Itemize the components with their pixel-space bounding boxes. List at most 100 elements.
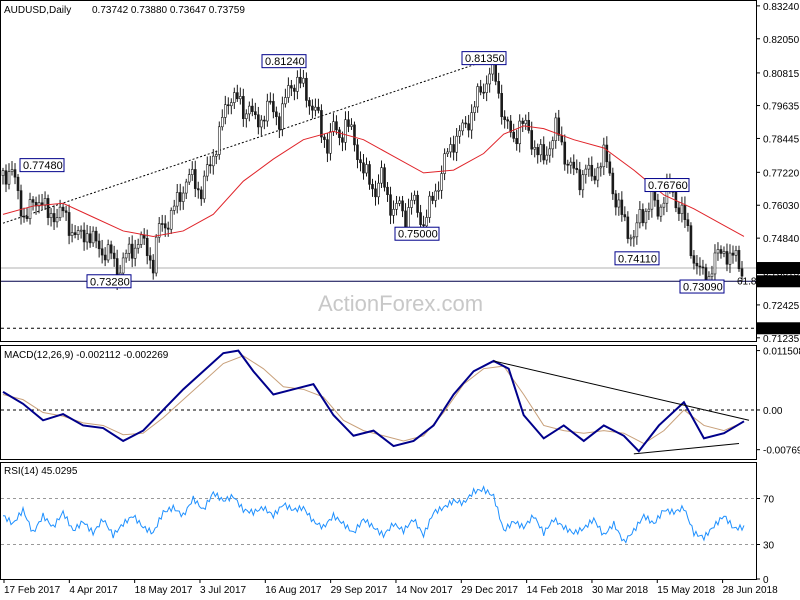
candle-body [470, 112, 473, 131]
candle-body [509, 120, 512, 133]
candle-body [284, 97, 287, 105]
candle-body [257, 114, 260, 128]
candle-body [359, 159, 362, 164]
candle-body [365, 164, 368, 174]
candle-body [590, 164, 594, 177]
price-level-label: 0.81240 [265, 56, 305, 68]
candle-body [497, 81, 500, 94]
candle-body [67, 212, 71, 236]
candle-body [290, 85, 293, 89]
candle-body [233, 92, 236, 103]
macd-signal-line [2, 355, 745, 445]
candle-body [323, 136, 326, 140]
candle-body [473, 106, 476, 113]
candle-body [148, 255, 152, 261]
candle-body [455, 135, 458, 153]
candle-body [701, 266, 705, 269]
candle-body [449, 144, 452, 153]
candle-body [635, 222, 639, 238]
candle-body [560, 135, 564, 143]
candle-body [713, 252, 717, 275]
candle-body [311, 105, 314, 111]
candle-body [154, 236, 158, 274]
candle-body [130, 243, 134, 259]
price-tag-bg [757, 275, 800, 288]
price-level-label: 0.74110 [618, 253, 657, 265]
rsi-tick-label: 30 [763, 541, 775, 552]
candle-body [335, 121, 338, 131]
candle-body [211, 155, 215, 167]
macd-trendline [493, 360, 750, 421]
candle-body [202, 175, 206, 200]
candle-body [190, 169, 194, 175]
macd-tick-label: 0.011508 [763, 347, 800, 358]
candle-body [151, 259, 155, 274]
candle-body [629, 237, 633, 240]
candle-body [320, 110, 323, 138]
price-level-label: 0.81350 [465, 53, 505, 65]
date-tick-label: 17 Feb 2017 [4, 585, 61, 596]
candle-body [452, 144, 455, 153]
candle-body [689, 225, 693, 256]
candle-body [644, 211, 648, 224]
candle-body [157, 223, 161, 238]
price-level-box [86, 274, 132, 289]
price-tick-label: 0.76030 [763, 201, 800, 212]
date-tick-label: 16 Aug 2017 [265, 585, 322, 596]
candle-body [653, 191, 657, 201]
candle-body [175, 192, 179, 207]
candle-body [224, 104, 227, 118]
date-tick-label: 15 May 2018 [657, 585, 715, 596]
candle-body [187, 174, 191, 183]
candle-body [503, 116, 506, 120]
candle-body [100, 248, 104, 256]
price-tick-label: 0.77220 [763, 168, 800, 179]
date-tick-label: 29 Sep 2017 [331, 585, 388, 596]
candle-body [491, 63, 494, 75]
candle-body [64, 210, 68, 213]
candle-body [7, 171, 11, 185]
candle-body [488, 73, 491, 85]
candle-body [494, 63, 497, 82]
candle-body [178, 192, 182, 202]
date-tick-label: 4 Apr 2017 [69, 585, 118, 596]
candle-body [127, 243, 131, 254]
macd-trendline [633, 443, 740, 455]
price-level-box [679, 279, 725, 294]
candle-body [106, 244, 110, 261]
candle-body [551, 140, 555, 150]
candle-body [527, 119, 531, 131]
candle-body [341, 137, 344, 143]
candle-body [82, 229, 86, 243]
candle-body [467, 123, 470, 131]
candle-body [431, 195, 434, 201]
candle-body [248, 105, 251, 115]
candle-body [169, 210, 173, 230]
candle-body [308, 100, 311, 107]
price-tag-label: 0.71580 [760, 324, 797, 335]
price-tick-label: 0.82050 [763, 35, 800, 46]
fib-label: 61.8 [737, 277, 757, 288]
candle-body [166, 227, 170, 230]
candle-body [61, 206, 65, 212]
price-level-box [644, 178, 690, 193]
date-tick-label: 29 Dec 2017 [461, 585, 518, 596]
candle-body [236, 92, 239, 100]
macd-line [2, 349, 745, 453]
candle-body [446, 151, 449, 155]
candle-body [539, 144, 543, 156]
candle-body [569, 161, 573, 166]
price-level-box [19, 158, 65, 173]
candle-body [79, 229, 83, 232]
candle-body [70, 232, 74, 236]
candle-body [112, 252, 116, 259]
candle-body [214, 154, 218, 157]
candle-body [299, 76, 302, 84]
price-level-box [614, 251, 660, 266]
candle-body [608, 161, 612, 174]
candle-body [530, 130, 534, 150]
candle-body [722, 251, 726, 254]
candle-body [91, 230, 95, 244]
candle-body [659, 206, 663, 217]
candle-body [437, 189, 440, 192]
